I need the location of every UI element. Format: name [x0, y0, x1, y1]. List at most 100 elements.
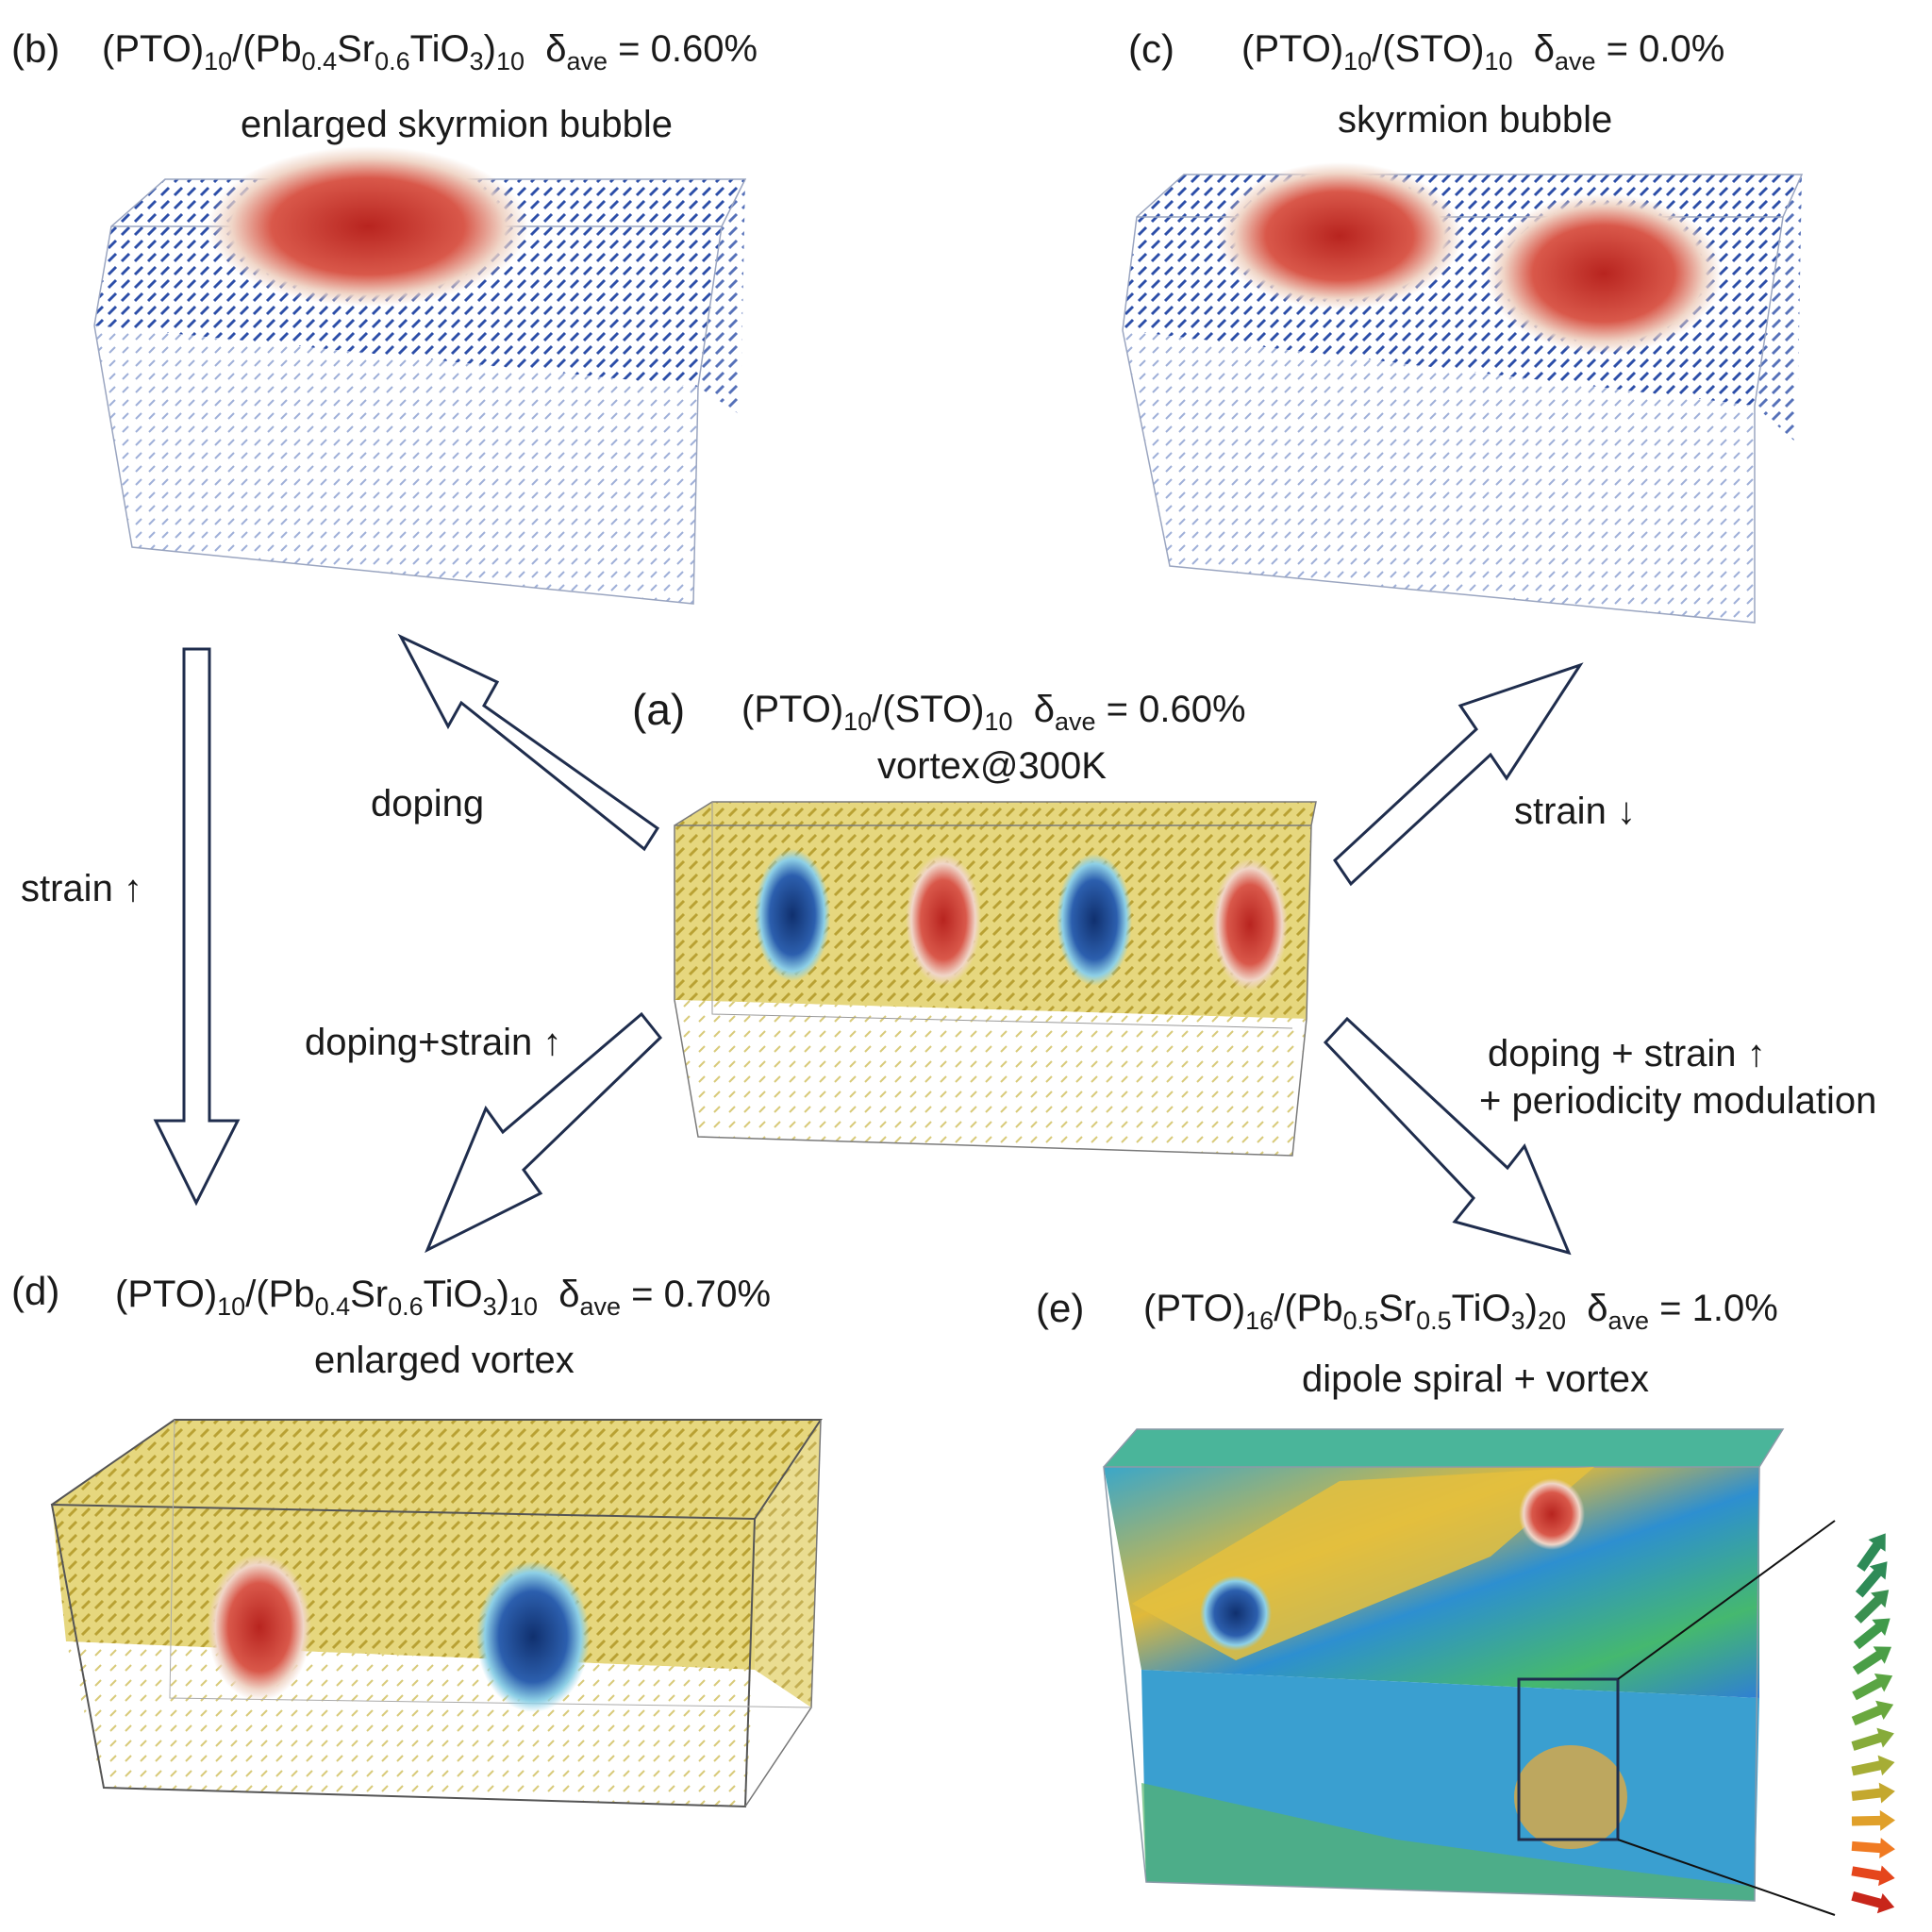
label-strain-up: strain ↑	[21, 868, 142, 909]
formula-text: δ	[1012, 689, 1056, 730]
formula-subscript: 10	[217, 1292, 246, 1321]
formula-text: /(STO)	[872, 689, 985, 730]
panel-a-letter: (a)	[632, 685, 686, 734]
formula-subscript: 10	[843, 708, 873, 736]
spiral-dipole-arrow-icon	[1851, 1727, 1894, 1751]
formula-subscript: 0.4	[301, 47, 338, 75]
label-doping-strain: doping+strain ↑	[305, 1022, 562, 1063]
formula-subscript: 10	[495, 47, 525, 75]
spiral-dipole-arrow-icon	[1851, 1700, 1894, 1726]
formula-subscript: 10	[1484, 47, 1513, 75]
panel-e-vortex-blue	[1200, 1575, 1272, 1651]
formula-subscript: 0.5	[1342, 1307, 1379, 1335]
panel-b-skyrmion-bubble	[208, 146, 528, 307]
formula-text: /(Pb	[232, 28, 302, 70]
spiral-dipole-arrow-icon	[1851, 1838, 1895, 1859]
spiral-dipole-arrow-icon	[1851, 1890, 1895, 1914]
panel-a-vortex-2	[906, 854, 981, 986]
formula-subscript: 20	[1537, 1307, 1567, 1335]
formula-subscript: 0.6	[388, 1292, 424, 1321]
formula-subscript: 0.6	[375, 47, 410, 75]
formula-subscript: ave	[1555, 47, 1596, 75]
panel-e-formula: (PTO)16/(Pb0.5Sr0.5TiO3)20 δave = 1.0%	[1143, 1288, 1778, 1336]
panel-c-skyrmion-bubble-left	[1217, 162, 1462, 309]
formula-text: (PTO)	[741, 689, 844, 730]
spiral-dipole-arrow-icon	[1852, 1646, 1892, 1675]
formula-text: /(Pb	[1274, 1288, 1343, 1329]
formula-text: /(STO)	[1372, 28, 1485, 70]
panel-d-formula: (PTO)10/(Pb0.4Sr0.6TiO3)10 δave = 0.70%	[115, 1274, 771, 1322]
formula-text: /(Pb	[245, 1274, 315, 1315]
panel-a-box	[674, 801, 1317, 1157]
label-doping-strain-period-line1: doping + strain ↑	[1488, 1033, 1766, 1074]
formula-text: TiO	[1451, 1288, 1511, 1329]
panel-b-letter: (b)	[11, 26, 60, 71]
panel-d-vortex-red	[208, 1554, 311, 1701]
panel-c-letter: (c)	[1128, 26, 1174, 71]
panel-d-box	[50, 1419, 823, 1808]
panel-a-vortex-1	[755, 849, 830, 981]
panel-b-formula: (PTO)10/(Pb0.4Sr0.6TiO3)10 δave = 0.60%	[102, 28, 758, 76]
panel-e-letter: (e)	[1036, 1286, 1085, 1330]
arrow-doping-a-to-b	[397, 633, 660, 852]
formula-text: (PTO)	[102, 28, 205, 70]
formula-text: δ	[1566, 1288, 1608, 1329]
panel-a-vortex-4	[1212, 858, 1288, 991]
formula-text: Sr	[1378, 1288, 1417, 1329]
arrow-strain-down-a-to-c	[1333, 662, 1584, 887]
formula-text: δ	[538, 1274, 580, 1315]
arrow-doping-strain-period-a-to-e	[1323, 1016, 1572, 1256]
formula-subscript: 0.5	[1416, 1307, 1452, 1335]
formula-subscript: ave	[1055, 708, 1096, 736]
formula-text: Sr	[337, 28, 375, 70]
panel-e-box	[1103, 1428, 1836, 1916]
label-doping: doping	[371, 783, 485, 824]
formula-subscript: 3	[1510, 1307, 1525, 1335]
panel-c-box	[1122, 162, 1804, 624]
spiral-dipole-arrow-icon	[1851, 1865, 1895, 1887]
formula-subscript: 16	[1245, 1307, 1274, 1335]
panel-b-caption: enlarged skyrmion bubble	[241, 104, 674, 145]
panel-c-skyrmion-bubble-right	[1486, 193, 1722, 354]
spiral-dipole-arrow-icon	[1852, 1674, 1893, 1701]
spiral-dipole-arrow-icon	[1855, 1561, 1888, 1598]
formula-text: TiO	[423, 1274, 483, 1315]
panel-e-caption: dipole spiral + vortex	[1302, 1358, 1649, 1400]
panel-a-formula: (PTO)10/(STO)10 δave = 0.60%	[741, 689, 1246, 737]
formula-text: = 0.0%	[1595, 28, 1725, 70]
formula-subscript: ave	[1607, 1307, 1650, 1335]
formula-text: )	[496, 1274, 509, 1315]
label-strain-down: strain ↓	[1514, 791, 1636, 832]
formula-text: δ	[1512, 28, 1556, 70]
formula-text: (PTO)	[115, 1274, 218, 1315]
formula-subscript: 10	[204, 47, 233, 75]
panel-d-vortex-blue	[476, 1561, 590, 1712]
formula-subscript: 10	[984, 708, 1013, 736]
spiral-inset-arrows	[1851, 1533, 1895, 1914]
formula-text: (PTO)	[1241, 28, 1344, 70]
formula-text: TiO	[409, 28, 470, 70]
formula-subscript: ave	[566, 47, 608, 75]
formula-text: )	[483, 28, 496, 70]
panel-c-caption: skyrmion bubble	[1338, 99, 1613, 141]
panel-b-box	[93, 146, 747, 605]
formula-text: )	[1524, 1288, 1538, 1329]
panel-d-letter: (d)	[11, 1269, 60, 1313]
spiral-dipole-arrow-icon	[1851, 1755, 1895, 1776]
formula-text: = 0.60%	[1095, 689, 1246, 730]
panel-e-vortex-red	[1519, 1478, 1585, 1550]
formula-subscript: ave	[579, 1292, 622, 1321]
formula-subscript: 0.4	[314, 1292, 351, 1321]
spiral-dipole-arrow-icon	[1851, 1782, 1895, 1804]
arrow-doping-strain-a-to-d	[425, 1011, 663, 1254]
spiral-dipole-arrow-icon	[1857, 1533, 1886, 1572]
label-doping-strain-period-line2: + periodicity modulation	[1479, 1080, 1877, 1122]
arrow-strain-up-b-to-d	[153, 647, 241, 1207]
panel-d-caption: enlarged vortex	[314, 1340, 575, 1381]
formula-subscript: 3	[469, 47, 484, 75]
spiral-dipole-arrow-icon	[1853, 1618, 1890, 1650]
formula-subscript: 10	[1343, 47, 1373, 75]
spiral-dipole-arrow-icon	[1851, 1809, 1895, 1831]
formula-text: = 0.70%	[621, 1274, 772, 1315]
